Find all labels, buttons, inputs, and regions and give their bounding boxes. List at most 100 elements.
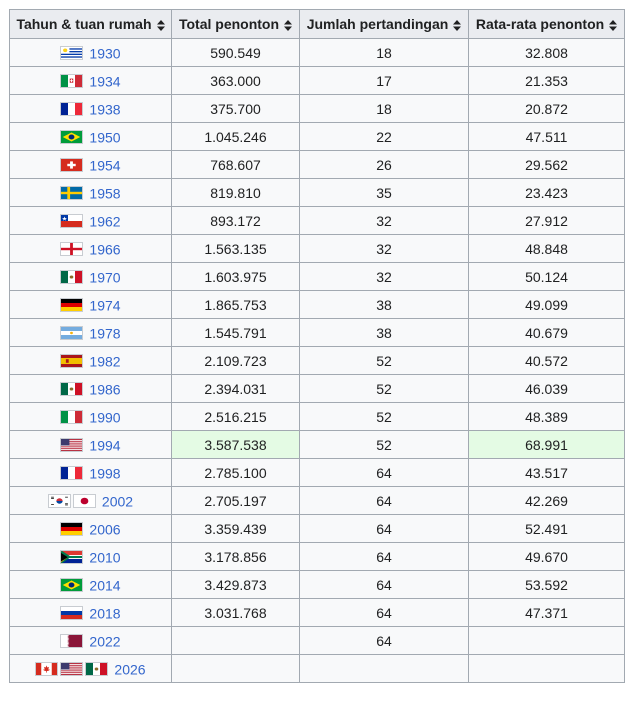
sort-icon bbox=[453, 19, 462, 31]
total-cell: 375.700 bbox=[171, 94, 300, 123]
year-link[interactable]: 2014 bbox=[89, 577, 121, 594]
england-flag-icon[interactable] bbox=[60, 242, 84, 257]
mexico-flag-icon[interactable] bbox=[60, 382, 84, 397]
matches-cell: 52 bbox=[299, 374, 469, 403]
column-header-matches[interactable]: Jumlah pertandingan bbox=[299, 9, 469, 39]
year-link[interactable]: 2010 bbox=[89, 549, 121, 566]
brazil-flag-icon[interactable] bbox=[60, 578, 84, 593]
year-link[interactable]: 1970 bbox=[89, 269, 121, 286]
usa-flag-icon[interactable] bbox=[60, 662, 84, 677]
year-link[interactable]: 1998 bbox=[89, 465, 121, 482]
france-flag-icon[interactable] bbox=[60, 466, 84, 481]
year-link[interactable]: 1938 bbox=[89, 101, 121, 118]
average-cell: 53.592 bbox=[468, 570, 625, 599]
average-cell: 49.670 bbox=[468, 542, 625, 571]
table-row: 1982 2.109.723 52 40.572 bbox=[9, 346, 625, 375]
table-row: 1958 819.810 35 23.423 bbox=[9, 178, 625, 207]
table-row: 1978 1.545.791 38 40.679 bbox=[9, 318, 625, 347]
sweden-flag-icon[interactable] bbox=[60, 186, 84, 201]
column-header-average[interactable]: Rata-rata penonton bbox=[468, 9, 625, 39]
year-link[interactable]: 2022 bbox=[89, 633, 121, 650]
chile-flag-icon[interactable] bbox=[60, 214, 84, 229]
total-cell: 363.000 bbox=[171, 66, 300, 95]
matches-cell: 52 bbox=[299, 430, 469, 459]
matches-cell: 22 bbox=[299, 122, 469, 151]
total-cell: 2.394.031 bbox=[171, 374, 300, 403]
year-link[interactable]: 2002 bbox=[101, 493, 134, 510]
year-link[interactable]: 1950 bbox=[89, 129, 121, 146]
korea-flag-icon[interactable] bbox=[47, 494, 71, 509]
column-header-total[interactable]: Total penonton bbox=[171, 9, 300, 39]
table-row: 1994 3.587.538 52 68.991 bbox=[9, 430, 625, 459]
japan-flag-icon[interactable] bbox=[72, 494, 96, 509]
mexico-flag-icon[interactable] bbox=[60, 270, 84, 285]
usa-flag-icon[interactable] bbox=[60, 438, 84, 453]
year-link[interactable]: 1954 bbox=[89, 157, 121, 174]
year-host-cell: 2010 bbox=[9, 542, 172, 571]
year-link[interactable]: 1994 bbox=[89, 437, 121, 454]
year-link[interactable]: 1934 bbox=[89, 73, 121, 90]
year-host-cell: 1998 bbox=[9, 458, 172, 487]
year-link[interactable]: 1930 bbox=[89, 45, 121, 62]
qatar-flag-icon[interactable] bbox=[60, 634, 84, 649]
brazil-flag-icon[interactable] bbox=[60, 130, 84, 145]
average-cell: 40.679 bbox=[468, 318, 625, 347]
italy-kingdom-flag-icon[interactable] bbox=[60, 74, 84, 89]
year-host-cell: 1930 bbox=[9, 38, 172, 67]
south-africa-flag-icon[interactable] bbox=[60, 550, 84, 565]
year-link[interactable]: 1990 bbox=[89, 409, 121, 426]
average-cell: 43.517 bbox=[468, 458, 625, 487]
year-link[interactable]: 2018 bbox=[89, 605, 121, 622]
total-cell: 1.563.135 bbox=[171, 234, 300, 263]
germany-flag-icon[interactable] bbox=[60, 522, 84, 537]
matches-cell: 64 bbox=[299, 458, 469, 487]
matches-cell: 32 bbox=[299, 234, 469, 263]
table-row: 1938 375.700 18 20.872 bbox=[9, 94, 625, 123]
year-link[interactable]: 1982 bbox=[89, 353, 121, 370]
average-cell: 68.991 bbox=[468, 430, 625, 459]
france-flag-icon[interactable] bbox=[60, 102, 84, 117]
average-cell: 32.808 bbox=[468, 38, 625, 67]
year-host-cell: 2002 bbox=[9, 486, 172, 515]
sort-icon bbox=[284, 19, 293, 31]
table-row: 1930 590.549 18 32.808 bbox=[9, 38, 625, 67]
average-cell: 48.389 bbox=[468, 402, 625, 431]
year-host-cell: 1962 bbox=[9, 206, 172, 235]
year-link[interactable]: 1978 bbox=[89, 325, 121, 342]
matches-cell: 64 bbox=[299, 626, 469, 655]
average-cell: 50.124 bbox=[468, 262, 625, 291]
year-link[interactable]: 1962 bbox=[89, 213, 121, 230]
year-link[interactable]: 1974 bbox=[89, 297, 121, 314]
average-cell: 42.269 bbox=[468, 486, 625, 515]
matches-cell: 52 bbox=[299, 402, 469, 431]
italy-flag-icon[interactable] bbox=[60, 410, 84, 425]
russia-flag-icon[interactable] bbox=[60, 606, 84, 621]
average-cell: 47.371 bbox=[468, 598, 625, 627]
year-link[interactable]: 1958 bbox=[89, 185, 121, 202]
average-cell bbox=[468, 626, 625, 655]
matches-cell: 64 bbox=[299, 570, 469, 599]
year-host-cell: 1954 bbox=[9, 150, 172, 179]
total-cell: 1.045.246 bbox=[171, 122, 300, 151]
spain-flag-icon[interactable] bbox=[60, 354, 84, 369]
sort-icon bbox=[156, 19, 165, 31]
matches-cell: 64 bbox=[299, 598, 469, 627]
canada-flag-icon[interactable] bbox=[35, 662, 59, 677]
mexico-flag-icon[interactable] bbox=[85, 662, 109, 677]
year-link[interactable]: 1986 bbox=[89, 381, 121, 398]
year-link[interactable]: 2026 bbox=[114, 661, 146, 678]
year-host-cell: 1994 bbox=[9, 430, 172, 459]
year-link[interactable]: 1966 bbox=[89, 241, 121, 258]
average-cell: 52.491 bbox=[468, 514, 625, 543]
germany-flag-icon[interactable] bbox=[60, 298, 84, 313]
argentina-flag-icon[interactable] bbox=[60, 326, 84, 341]
year-host-cell: 1986 bbox=[9, 374, 172, 403]
switzerland-flag-icon[interactable] bbox=[60, 158, 84, 173]
uruguay-flag-icon[interactable] bbox=[60, 46, 84, 61]
year-link[interactable]: 2006 bbox=[89, 521, 121, 538]
column-header-year[interactable]: Tahun & tuan rumah bbox=[9, 9, 172, 39]
matches-cell: 32 bbox=[299, 206, 469, 235]
total-cell: 3.587.538 bbox=[171, 430, 300, 459]
total-cell: 819.810 bbox=[171, 178, 300, 207]
total-cell: 3.178.856 bbox=[171, 542, 300, 571]
